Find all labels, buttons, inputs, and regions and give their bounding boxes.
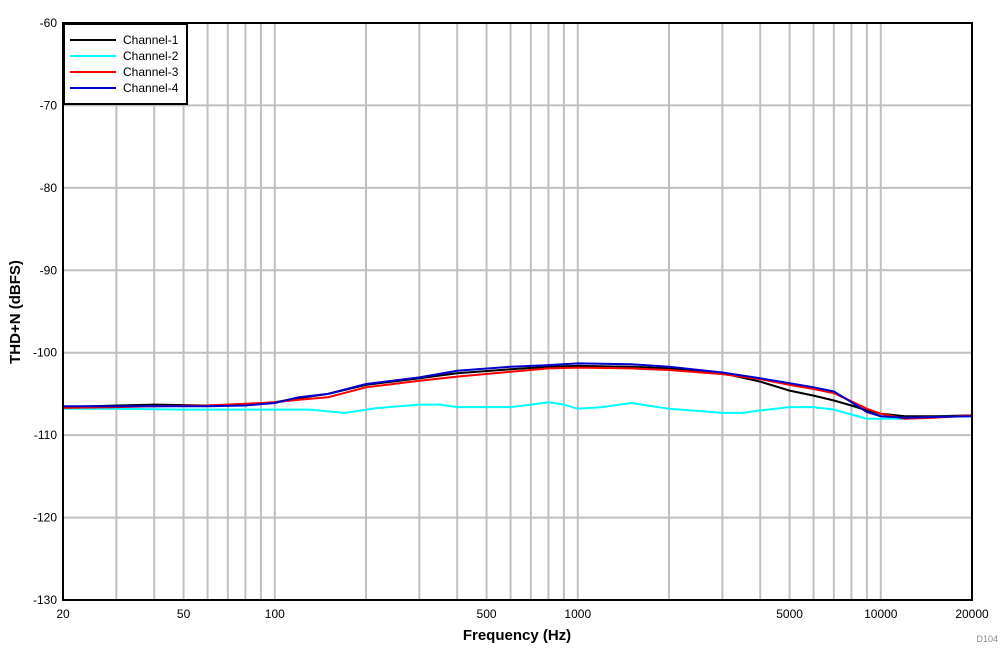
y-tick-label: -110	[34, 428, 57, 442]
y-tick-label: -70	[40, 98, 58, 112]
x-tick-label: 50	[177, 607, 191, 621]
figure-id-footnote: D104	[976, 634, 998, 644]
y-tick-label: -130	[33, 593, 57, 607]
y-tick-label: -60	[40, 16, 58, 30]
x-tick-label: 500	[477, 607, 497, 621]
legend-label: Channel-4	[123, 81, 179, 95]
legend-label: Channel-2	[123, 49, 179, 63]
series-line-channel-3	[62, 366, 973, 420]
plot-frame	[62, 22, 973, 601]
x-tick-label: 10000	[864, 607, 898, 621]
x-axis-title: Frequency (Hz)	[463, 627, 571, 644]
series-line-channel-2	[63, 401, 973, 420]
legend-label: Channel-3	[123, 65, 179, 79]
y-axis-title: THD+N (dBFS)	[7, 260, 24, 364]
y-tick-label: -100	[33, 346, 57, 360]
x-tick-label: 1000	[564, 607, 591, 621]
series-line-channel-4	[63, 362, 973, 419]
x-axis-ticks: 20 50 100 500 1000 5000 10000 20000	[56, 607, 989, 621]
legend: Channel-1 Channel-2 Channel-3 Channel-4	[63, 23, 188, 105]
legend-label: Channel-1	[123, 33, 179, 47]
x-tick-label: 5000	[776, 607, 803, 621]
x-tick-label: 100	[265, 607, 285, 621]
legend-box	[63, 23, 188, 105]
y-axis-ticks: -60 -70 -80 -90 -100 -110 -120 -130	[33, 16, 57, 607]
x-tick-label: 20	[56, 607, 70, 621]
y-tick-label: -80	[40, 181, 58, 195]
y-tick-label: -120	[33, 511, 57, 525]
grid-lines	[63, 22, 972, 601]
x-tick-label: 20000	[955, 607, 989, 621]
y-tick-label: -90	[40, 263, 58, 277]
data-series	[62, 362, 973, 420]
